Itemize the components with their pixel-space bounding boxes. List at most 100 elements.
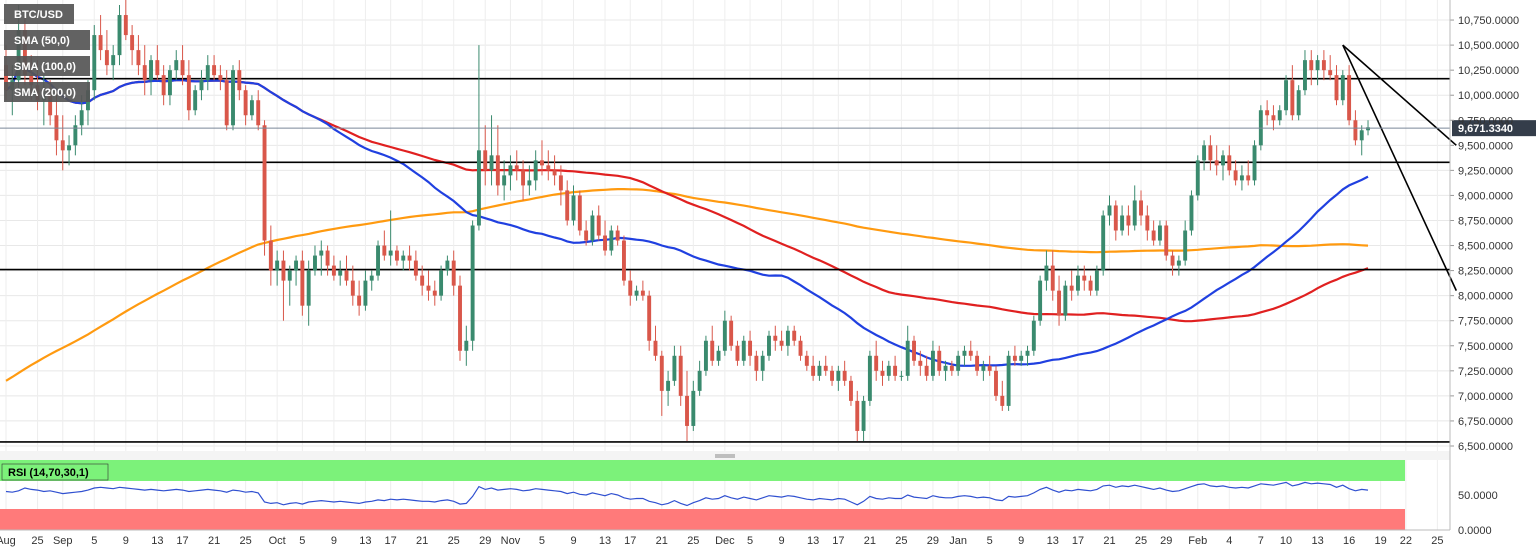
candle-down [1309, 60, 1314, 71]
candle-down [754, 355, 759, 371]
x-tick-label: Oct [269, 535, 286, 547]
candle-up [1094, 270, 1099, 291]
candle-up [609, 230, 614, 251]
candle-down [243, 90, 248, 116]
candle-down [994, 370, 998, 396]
x-tick-label: 13 [599, 535, 611, 547]
candle-down [1113, 205, 1118, 231]
candle-down [596, 215, 601, 236]
candle-down [382, 245, 387, 256]
candle-up [1025, 350, 1030, 356]
x-tick-label: 9 [123, 535, 129, 547]
candle-up [149, 60, 153, 81]
candle-up [275, 260, 280, 271]
candle-down [29, 75, 34, 86]
candle-down [451, 260, 456, 286]
candle-up [930, 350, 935, 376]
candle-down [1227, 155, 1232, 171]
candle-up [111, 55, 116, 66]
x-tick-label: 17 [624, 535, 636, 547]
x-tick-label: 25 [31, 535, 43, 547]
y-tick-label: 10,250.0000 [1458, 65, 1519, 77]
candle-down [659, 355, 664, 391]
last-price-label: 9,671.3340 [1458, 123, 1513, 135]
indicator-label: SMA (50,0) [14, 35, 70, 47]
x-tick-label: 13 [151, 535, 163, 547]
candle-down [180, 60, 185, 76]
candle-up [476, 150, 481, 226]
candle-down [880, 370, 885, 376]
candle-down [1012, 355, 1017, 361]
candle-down [849, 380, 853, 401]
candle-down [603, 235, 607, 251]
candle-down [161, 75, 166, 96]
candle-down [394, 250, 399, 261]
rsi-tick-label: 0.0000 [1458, 525, 1492, 537]
candle-down [949, 365, 954, 371]
candle-down [1233, 170, 1238, 181]
candle-down [577, 195, 582, 231]
candle-up [199, 80, 204, 91]
candle-down [1246, 175, 1251, 181]
candle-up [1189, 195, 1194, 231]
candle-up [1195, 160, 1200, 196]
candle-down [937, 350, 942, 371]
candle-down [811, 365, 816, 376]
candle-down [823, 365, 828, 371]
candle-down [1334, 75, 1339, 101]
candle-down [842, 370, 847, 381]
candle-down [1082, 275, 1087, 281]
x-tick-label: 17 [832, 535, 844, 547]
candle-down [779, 340, 784, 346]
x-tick-label: 5 [747, 535, 753, 547]
rsi-tick-label: 50.0000 [1458, 490, 1498, 502]
y-tick-label: 8,750.0000 [1458, 215, 1513, 227]
x-tick-label: 21 [416, 535, 428, 547]
rsi-panel[interactable]: 50.0000 0.0000 RSI (14,70,30,1) [0, 460, 1498, 537]
rsi-legend-box [1, 463, 109, 481]
legend-box [4, 56, 90, 76]
y-tick-label: 9,250.0000 [1458, 165, 1513, 177]
candle-up [722, 320, 727, 351]
candle-down [1126, 215, 1131, 226]
candle-down [1057, 290, 1062, 316]
y-tick-label: 7,250.0000 [1458, 366, 1513, 378]
candle-up [369, 275, 374, 281]
x-tick-label: 29 [927, 535, 939, 547]
x-tick-label: 7 [1258, 535, 1264, 547]
x-tick-label: 5 [539, 535, 545, 547]
candle-down [729, 320, 734, 346]
y-tick-label: 6,750.0000 [1458, 416, 1513, 428]
candle-up [445, 260, 450, 271]
x-tick-label: Nov [501, 535, 521, 547]
candle-down [413, 260, 418, 276]
y-tick-label: 7,500.0000 [1458, 341, 1513, 353]
x-tick-label: Jan [949, 535, 967, 547]
candle-down [224, 80, 229, 126]
x-tick-label: 17 [385, 535, 397, 547]
candle-down [4, 65, 8, 91]
candle-up [590, 215, 595, 241]
rsi-legend-label: RSI (14,70,30,1) [8, 467, 89, 479]
candle-down [622, 240, 626, 281]
indicator-label: SMA (200,0) [14, 87, 76, 99]
candle-up [489, 155, 494, 171]
candle-down [615, 230, 620, 241]
candle-down [1088, 280, 1093, 291]
candle-up [73, 125, 78, 146]
candle-up [249, 100, 254, 116]
legend-box [4, 30, 90, 50]
candle-down [912, 340, 916, 361]
x-tick-label: 29 [479, 535, 491, 547]
candle-up [981, 365, 986, 371]
x-tick-label: 25 [1135, 535, 1147, 547]
candle-up [1277, 110, 1282, 121]
candle-up [294, 260, 299, 271]
x-tick-label: 21 [656, 535, 668, 547]
candle-down [458, 285, 462, 351]
candle-up [502, 175, 507, 186]
candle-up [338, 270, 343, 276]
candle-down [268, 240, 273, 271]
candle-down [584, 230, 589, 241]
